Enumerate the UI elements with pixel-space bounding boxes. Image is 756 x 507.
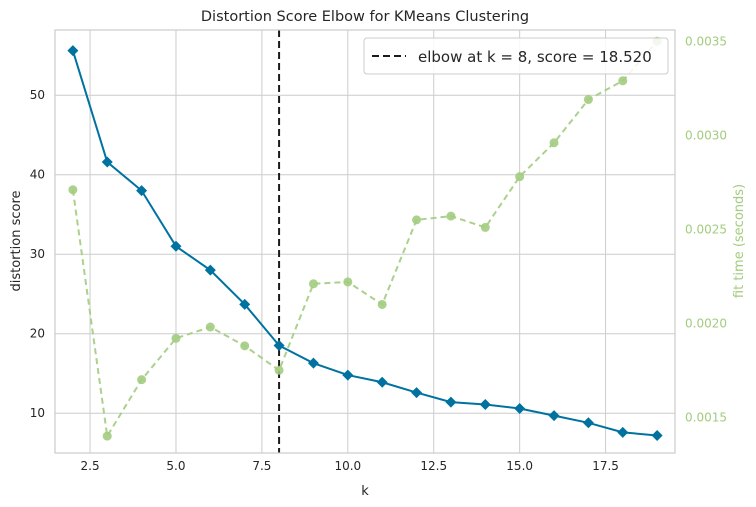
distortion-point — [479, 398, 491, 410]
fit-time-line — [71, 40, 658, 439]
fit-time-point — [412, 215, 422, 225]
x-axis-label: k — [361, 484, 369, 499]
y-tick-label: 20 — [30, 327, 45, 341]
distortion-point — [273, 340, 285, 352]
fit-time-point — [308, 279, 318, 289]
fit-time-series — [68, 36, 662, 441]
y-tick-label: 30 — [30, 247, 45, 261]
fit-time-point — [549, 138, 559, 148]
x-tick-label: 10.0 — [334, 459, 361, 473]
y2-tick-label: 0.0020 — [685, 316, 727, 330]
fit-time-point — [377, 299, 387, 309]
y-axis-label: distortion score — [9, 191, 24, 292]
x-tick-label: 7.5 — [252, 459, 271, 473]
distortion-point — [445, 396, 457, 408]
distortion-point — [411, 387, 423, 399]
y2-tick-label: 0.0030 — [685, 128, 727, 142]
y2-tick-label: 0.0025 — [685, 222, 727, 236]
fit-time-point — [171, 333, 181, 343]
x-tick-label: 17.5 — [592, 459, 619, 473]
fit-time-point — [102, 431, 112, 441]
fit-time-point — [274, 365, 284, 375]
y2-tick-label: 0.0015 — [685, 410, 727, 424]
fit-time-point — [515, 172, 525, 182]
distortion-series — [67, 45, 663, 442]
fit-time-point — [68, 185, 78, 195]
distortion-point — [514, 402, 526, 414]
y2-axis-label: fit time (seconds) — [732, 184, 747, 298]
distortion-point — [342, 369, 354, 381]
fit-time-point — [343, 277, 353, 287]
fit-time-point — [583, 95, 593, 105]
fit-time-point — [137, 375, 147, 385]
plot-frame — [54, 29, 676, 454]
x-tick-label: 2.5 — [81, 459, 100, 473]
distortion-point — [101, 156, 113, 168]
legend-box — [363, 37, 669, 75]
distortion-point — [136, 185, 148, 197]
distortion-point — [67, 45, 79, 57]
x-tick-label: 15.0 — [506, 459, 533, 473]
grid — [55, 30, 675, 453]
fit-time-point — [480, 222, 490, 232]
legend: elbow at k = 8, score = 18.520 — [363, 37, 669, 75]
legend-elbow-label: elbow at k = 8, score = 18.520 — [418, 48, 652, 66]
distortion-point — [582, 417, 594, 429]
distortion-point — [239, 298, 251, 310]
fit-time-point — [205, 322, 215, 332]
distortion-point — [651, 430, 663, 442]
distortion-point — [617, 426, 629, 438]
distortion-point — [307, 357, 319, 369]
distortion-point — [376, 376, 388, 388]
fit-time-point — [446, 211, 456, 221]
chart-title: Distortion Score Elbow for KMeans Cluste… — [201, 9, 529, 25]
distortion-line — [71, 50, 658, 437]
distortion-point — [204, 264, 216, 276]
fit-time-point — [240, 341, 250, 351]
y-tick-label: 40 — [30, 168, 45, 182]
distortion-point — [548, 410, 560, 422]
x-tick-label: 5.0 — [166, 459, 185, 473]
y2-tick-label: 0.0035 — [685, 34, 727, 48]
tick-labels: 2.5 5.0 7.5 10.0 12.5 15.0 17.5 10 20 30 40 50 0.001… — [30, 34, 727, 473]
y-tick-label: 10 — [30, 406, 45, 420]
x-tick-label: 12.5 — [420, 459, 447, 473]
distortion-point — [170, 240, 182, 252]
fit-time-point — [618, 76, 628, 86]
y-tick-label: 50 — [30, 88, 45, 102]
